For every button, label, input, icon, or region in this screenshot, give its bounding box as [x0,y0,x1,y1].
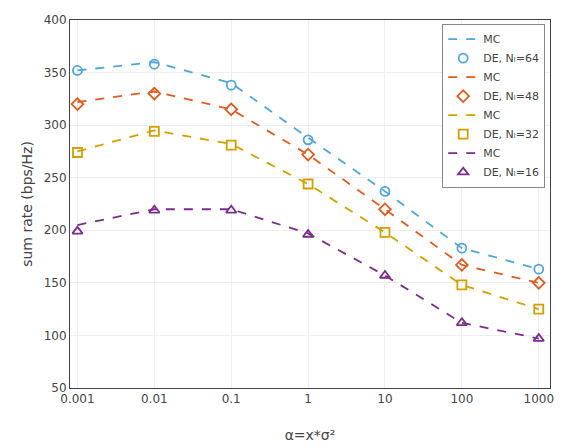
svg-text:MC: MC [483,109,500,122]
svg-text:300: 300 [44,118,67,132]
svg-text:DE, Nₗ=16: DE, Nₗ=16 [483,166,539,179]
svg-text:200: 200 [44,223,67,237]
svg-text:DE, Nₗ=32: DE, Nₗ=32 [483,128,539,141]
svg-text:100: 100 [450,392,473,406]
svg-text:MC: MC [483,147,500,160]
svg-text:MC: MC [483,71,500,84]
svg-text:DE, Nₗ=48: DE, Nₗ=48 [483,90,539,103]
svg-text:MC: MC [483,33,500,46]
svg-text:DE, Nₗ=64: DE, Nₗ=64 [483,52,539,65]
svg-text:10: 10 [377,392,392,406]
svg-text:1: 1 [304,392,312,406]
svg-text:0.001: 0.001 [60,392,94,406]
svg-text:0.01: 0.01 [141,392,168,406]
svg-text:α=x*σ²: α=x*σ² [285,427,336,443]
svg-text:0.1: 0.1 [222,392,241,406]
svg-text:50: 50 [51,381,66,395]
svg-text:100: 100 [44,329,67,343]
svg-text:250: 250 [44,171,67,185]
svg-text:sum rate (bps/Hz): sum rate (bps/Hz) [19,141,35,267]
svg-text:350: 350 [44,66,67,80]
svg-text:1000: 1000 [523,392,554,406]
svg-text:150: 150 [44,276,67,290]
svg-text:400: 400 [44,13,67,27]
